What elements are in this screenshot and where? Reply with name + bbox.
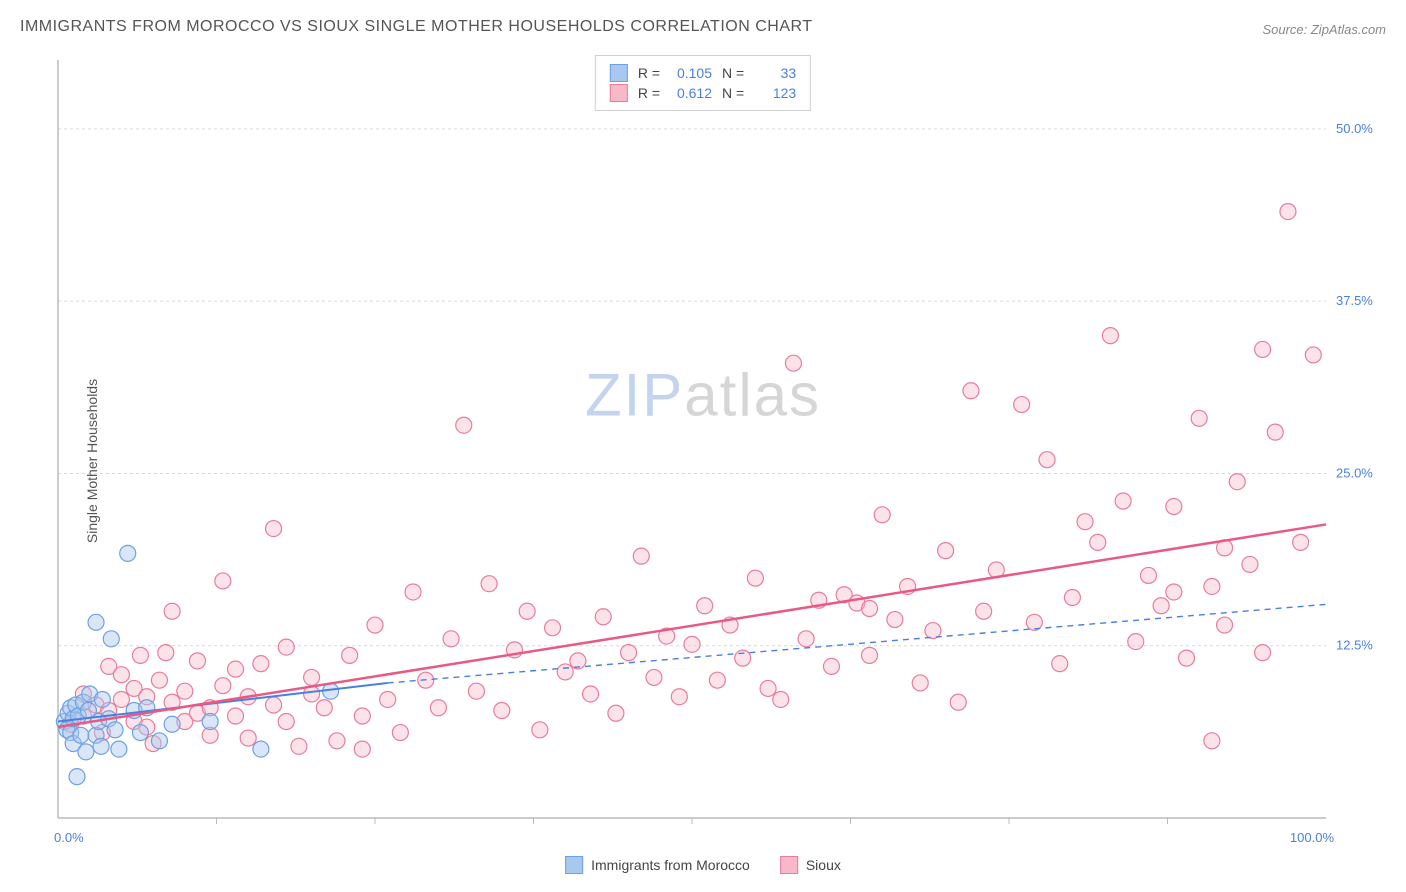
legend-item-morocco: Immigrants from Morocco (565, 856, 750, 874)
swatch-sioux (610, 84, 628, 102)
legend-label-morocco: Immigrants from Morocco (591, 857, 750, 873)
legend-label-sioux: Sioux (806, 857, 841, 873)
legend-swatch-sioux (780, 856, 798, 874)
svg-text:50.0%: 50.0% (1336, 121, 1373, 136)
legend-item-sioux: Sioux (780, 856, 841, 874)
r-label: R = (638, 85, 660, 101)
stats-row-morocco: R = 0.105 N = 33 (610, 64, 796, 82)
stats-legend: R = 0.105 N = 33 R = 0.612 N = 123 (595, 55, 811, 111)
svg-text:12.5%: 12.5% (1336, 638, 1373, 653)
n-value-sioux: 123 (754, 85, 796, 101)
svg-text:100.0%: 100.0% (1290, 830, 1335, 845)
svg-text:25.0%: 25.0% (1336, 465, 1373, 480)
stats-row-sioux: R = 0.612 N = 123 (610, 84, 796, 102)
bottom-legend: Immigrants from Morocco Sioux (565, 856, 841, 874)
page-title: IMMIGRANTS FROM MOROCCO VS SIOUX SINGLE … (20, 18, 813, 36)
n-value-morocco: 33 (754, 65, 796, 81)
correlation-chart: 12.5% 25.0% 37.5% 50.0% 0.0% 100.0% (20, 50, 1386, 870)
r-value-sioux: 0.612 (670, 85, 712, 101)
chart-area: Single Mother Households 12.5% 25.0% 37.5%… (20, 50, 1386, 872)
swatch-morocco (610, 64, 628, 82)
source-text: Source: ZipAtlas.com (1262, 22, 1386, 37)
r-label: R = (638, 65, 660, 81)
svg-text:0.0%: 0.0% (54, 830, 84, 845)
r-value-morocco: 0.105 (670, 65, 712, 81)
svg-text:37.5%: 37.5% (1336, 293, 1373, 308)
n-label: N = (722, 65, 744, 81)
y-axis-label: Single Mother Households (84, 379, 100, 543)
n-label: N = (722, 85, 744, 101)
legend-swatch-morocco (565, 856, 583, 874)
